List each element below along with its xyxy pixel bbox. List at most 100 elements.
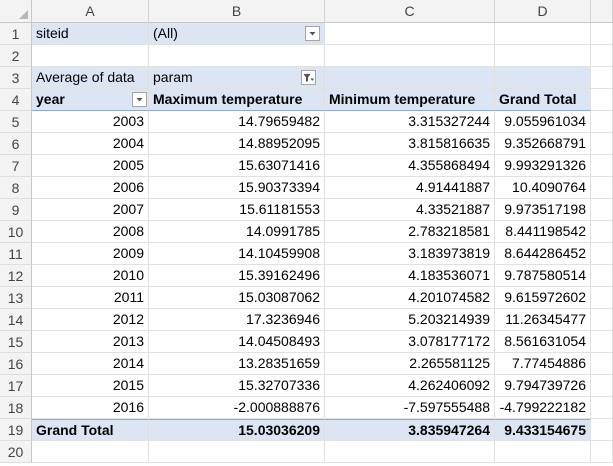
row-header[interactable]: 18 (0, 397, 32, 419)
grand-total-cell[interactable]: 9.973517198 (495, 199, 591, 221)
grand-total-cell[interactable]: 7.77454886 (495, 353, 591, 375)
cell[interactable] (591, 111, 613, 133)
cell[interactable] (495, 23, 591, 45)
column-field-filter-button[interactable] (301, 70, 316, 85)
grand-total-cell[interactable]: 9.615972602 (495, 287, 591, 309)
cell[interactable] (591, 221, 613, 243)
grand-total-cell[interactable]: 9.993291326 (495, 155, 591, 177)
column-header-a[interactable]: A (32, 0, 149, 23)
max-temp-cell[interactable]: 14.0991785 (149, 221, 325, 243)
pivot-value-label[interactable]: Average of data (32, 67, 149, 89)
cell[interactable] (32, 45, 149, 67)
year-cell[interactable]: 2007 (32, 199, 149, 221)
year-cell[interactable]: 2005 (32, 155, 149, 177)
pivot-column-field-cell[interactable]: param (149, 67, 325, 89)
row-header[interactable]: 12 (0, 265, 32, 287)
max-temp-cell[interactable]: 14.10459908 (149, 243, 325, 265)
year-cell[interactable]: 2004 (32, 133, 149, 155)
cell[interactable] (591, 23, 613, 45)
cell[interactable] (591, 177, 613, 199)
cell[interactable] (325, 23, 495, 45)
grand-total-cell[interactable]: 8.644286452 (495, 243, 591, 265)
cell[interactable] (495, 441, 591, 463)
grand-total-cell[interactable]: 9.352668791 (495, 133, 591, 155)
filter-label-cell[interactable]: siteid (32, 23, 149, 45)
min-temp-cell[interactable]: 2.265581125 (325, 353, 495, 375)
column-header-e-partial[interactable] (591, 0, 613, 23)
year-cell[interactable]: 2009 (32, 243, 149, 265)
cell[interactable] (591, 441, 613, 463)
cell[interactable] (591, 243, 613, 265)
max-temp-cell[interactable]: 15.32707336 (149, 375, 325, 397)
column-header-b[interactable]: B (149, 0, 325, 23)
grand-total-min-temp[interactable]: 3.835947264 (325, 419, 495, 441)
cell[interactable] (591, 309, 613, 331)
select-all-corner[interactable] (0, 0, 32, 23)
row-header[interactable]: 2 (0, 45, 32, 67)
row-header[interactable]: 9 (0, 199, 32, 221)
max-temp-cell[interactable]: -2.000888876 (149, 397, 325, 419)
cell[interactable] (32, 441, 149, 463)
min-temp-cell[interactable]: 3.183973819 (325, 243, 495, 265)
cell[interactable] (591, 45, 613, 67)
filter-value-cell[interactable]: (All) (149, 23, 325, 45)
pivot-header-max-temp[interactable]: Maximum temperature (149, 89, 325, 111)
year-cell[interactable]: 2010 (32, 265, 149, 287)
max-temp-cell[interactable]: 15.61181553 (149, 199, 325, 221)
cell[interactable] (325, 67, 495, 89)
row-header[interactable]: 4 (0, 89, 32, 111)
row-header[interactable]: 1 (0, 23, 32, 45)
cell[interactable] (591, 331, 613, 353)
grand-total-cell[interactable]: 9.794739726 (495, 375, 591, 397)
year-cell[interactable]: 2012 (32, 309, 149, 331)
cell[interactable] (591, 419, 613, 441)
max-temp-cell[interactable]: 15.63071416 (149, 155, 325, 177)
min-temp-cell[interactable]: -7.597555488 (325, 397, 495, 419)
min-temp-cell[interactable]: 4.201074582 (325, 287, 495, 309)
year-cell[interactable]: 2008 (32, 221, 149, 243)
pivot-header-min-temp[interactable]: Minimum temperature (325, 89, 495, 111)
cell[interactable] (591, 133, 613, 155)
row-field-dropdown-button[interactable] (132, 92, 147, 107)
max-temp-cell[interactable]: 14.79659482 (149, 111, 325, 133)
max-temp-cell[interactable]: 15.39162496 (149, 265, 325, 287)
cell[interactable] (325, 45, 495, 67)
min-temp-cell[interactable]: 4.262406092 (325, 375, 495, 397)
grand-total-cell[interactable]: 9.787580514 (495, 265, 591, 287)
cell[interactable] (149, 45, 325, 67)
filter-dropdown-button[interactable] (305, 26, 320, 41)
year-cell[interactable]: 2006 (32, 177, 149, 199)
year-cell[interactable]: 2014 (32, 353, 149, 375)
min-temp-cell[interactable]: 4.183536071 (325, 265, 495, 287)
max-temp-cell[interactable]: 13.28351659 (149, 353, 325, 375)
cell[interactable] (591, 353, 613, 375)
cell[interactable] (325, 441, 495, 463)
row-header[interactable]: 10 (0, 221, 32, 243)
grand-total-cell[interactable]: 10.4090764 (495, 177, 591, 199)
max-temp-cell[interactable]: 15.90373394 (149, 177, 325, 199)
cell[interactable] (591, 155, 613, 177)
cell[interactable] (591, 287, 613, 309)
row-header[interactable]: 5 (0, 111, 32, 133)
cell[interactable] (591, 67, 613, 89)
row-header[interactable]: 15 (0, 331, 32, 353)
year-cell[interactable]: 2003 (32, 111, 149, 133)
cell[interactable] (591, 375, 613, 397)
min-temp-cell[interactable]: 4.33521887 (325, 199, 495, 221)
cell[interactable] (591, 397, 613, 419)
pivot-header-grand-total[interactable]: Grand Total (495, 89, 591, 111)
row-header[interactable]: 11 (0, 243, 32, 265)
row-header[interactable]: 8 (0, 177, 32, 199)
year-cell[interactable]: 2013 (32, 331, 149, 353)
grand-total-cell[interactable]: -4.799222182 (495, 397, 591, 419)
cell[interactable] (495, 67, 591, 89)
cell[interactable] (591, 89, 613, 111)
row-header[interactable]: 20 (0, 441, 32, 463)
column-header-d[interactable]: D (495, 0, 591, 23)
min-temp-cell[interactable]: 3.315327244 (325, 111, 495, 133)
grand-total-cell[interactable]: 11.26345477 (495, 309, 591, 331)
cell[interactable] (591, 199, 613, 221)
pivot-row-field-cell[interactable]: year (32, 89, 149, 111)
max-temp-cell[interactable]: 14.88952095 (149, 133, 325, 155)
min-temp-cell[interactable]: 2.783218581 (325, 221, 495, 243)
